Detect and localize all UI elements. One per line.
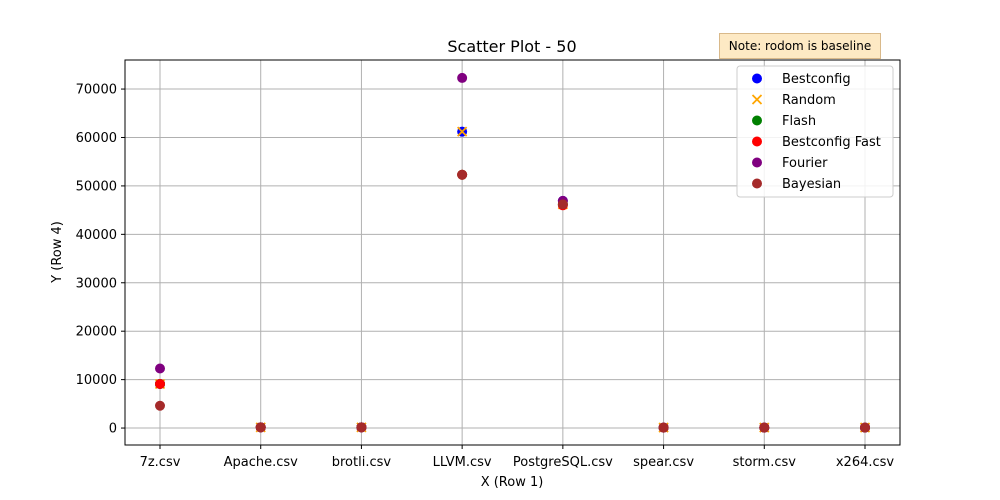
y-axis-ticks: 0 10000 20000 30000 40000 50000 60000 70000 (76, 83, 125, 437)
data-point (457, 72, 468, 83)
data-point (155, 400, 165, 411)
data-point (658, 422, 669, 433)
legend-label: Bestconfig Fast (782, 135, 881, 150)
legend-marker (752, 115, 762, 126)
x-tick-label: LLVM.csv (433, 455, 492, 470)
chart-title: Scatter Plot - 50 (447, 37, 576, 56)
data-point (356, 422, 367, 433)
y-tick-label: 50000 (76, 179, 117, 194)
x-axis-label: X (Row 1) (481, 475, 544, 490)
legend: Bestconfig Random Flash Bestconfig Fast Four… (736, 65, 894, 198)
legend-marker (752, 73, 762, 84)
legend-label: Bestconfig (782, 72, 851, 87)
y-tick-label: 10000 (76, 373, 117, 388)
data-point (457, 126, 468, 137)
legend-marker (752, 178, 762, 189)
legend-label: Fourier (782, 156, 828, 171)
legend-marker (752, 136, 762, 147)
x-tick-label: x264.csv (836, 455, 895, 470)
data-points (154, 72, 871, 433)
x-tick-label: brotli.csv (332, 455, 392, 470)
x-tick-label: 7z.csv (140, 455, 181, 470)
legend-marker (751, 94, 763, 105)
y-axis-label: Y (Row 4) (50, 221, 65, 284)
y-tick-label: 60000 (76, 131, 117, 146)
y-tick-label: 40000 (76, 228, 117, 243)
x-tick-label: storm.csv (733, 455, 797, 470)
legend-marker (752, 157, 762, 168)
annotation-note: Note: rodom is baseline (719, 33, 881, 59)
data-point (860, 422, 870, 433)
x-tick-label: spear.csv (633, 455, 694, 470)
y-tick-label: 0 (109, 422, 117, 437)
y-tick-label: 70000 (76, 83, 117, 98)
data-point (759, 422, 770, 433)
x-tick-label: PostgreSQL.csv (513, 455, 613, 470)
data-point (155, 378, 165, 389)
legend-box (736, 65, 894, 198)
data-point (255, 422, 266, 433)
data-point (557, 199, 568, 210)
plot-frame (124, 59, 901, 446)
data-point (155, 363, 165, 374)
data-point (457, 169, 468, 180)
legend-label: Bayesian (782, 177, 841, 192)
y-tick-label: 30000 (76, 276, 117, 291)
legend-label: Random (782, 93, 836, 108)
y-tick-label: 20000 (76, 325, 117, 340)
x-tick-label: Apache.csv (224, 455, 299, 470)
x-axis-ticks: 7z.csv Apache.csv brotli.csv LLVM.csv Postgr… (140, 445, 895, 470)
legend-label: Flash (782, 114, 816, 129)
